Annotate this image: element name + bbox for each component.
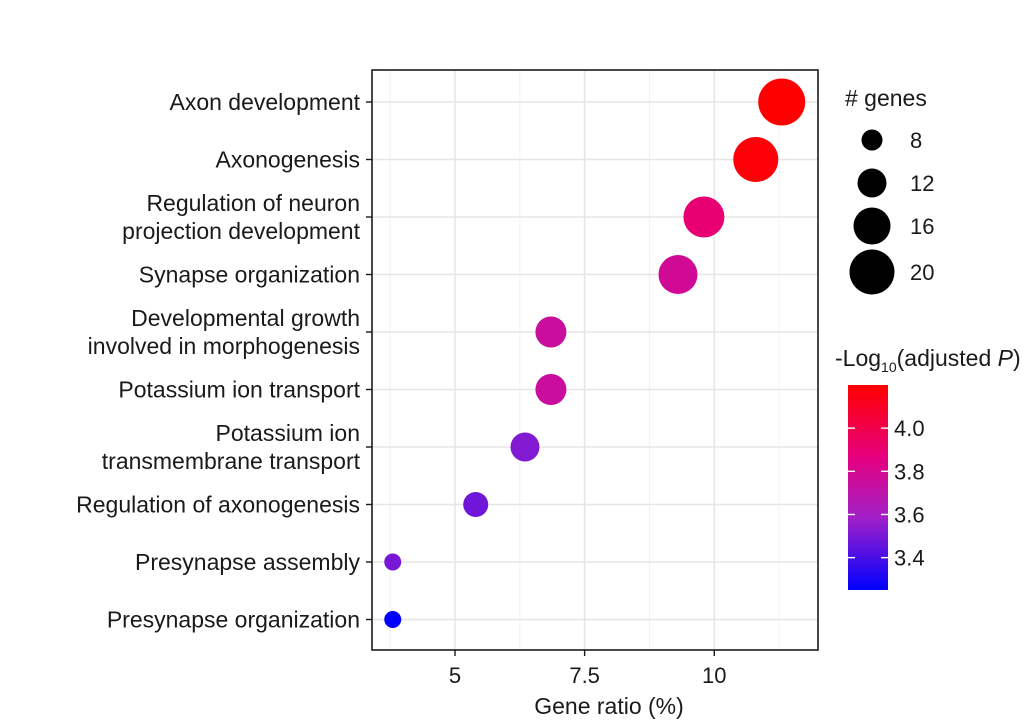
size-legend-label: 20 [910, 260, 934, 285]
category-label-line: projection development [122, 218, 360, 244]
data-point [658, 255, 698, 294]
category-label: Regulation of axonogenesis [76, 492, 360, 518]
category-label-line: Presynapse assembly [135, 549, 360, 575]
category-label-line: Regulation of axonogenesis [76, 492, 360, 518]
category-label: Axon development [169, 89, 360, 115]
data-points [384, 78, 806, 628]
x-axis: 5 7.5 10 [449, 650, 727, 688]
category-label-line: transmembrane transport [102, 448, 361, 474]
data-point [535, 316, 567, 348]
category-label-line: involved in morphogenesis [88, 333, 360, 359]
data-point [758, 78, 806, 126]
x-tick-label: 7.5 [569, 663, 600, 688]
x-tick-label: 10 [702, 663, 726, 688]
category-label: Synapse organization [139, 262, 360, 288]
category-label-line: Presynapse organization [107, 607, 360, 633]
category-label: Potassium ion transport [118, 377, 360, 403]
data-point [384, 553, 402, 571]
data-point [384, 611, 402, 628]
color-legend-label: 4.0 [894, 416, 925, 441]
category-axis: Axon development Axonogenesis Regulation o… [76, 89, 372, 633]
color-legend-label: 3.8 [894, 459, 925, 484]
size-legend-circle [853, 207, 891, 245]
size-legend-circle [849, 249, 895, 295]
category-label: Presynapse assembly [135, 549, 360, 575]
category-label-line: Synapse organization [139, 262, 360, 288]
color-legend-bar [848, 385, 888, 590]
category-label-line: Axon development [169, 89, 360, 115]
data-point [683, 196, 725, 238]
category-label: Axonogenesis [216, 147, 361, 173]
x-axis-title: Gene ratio (%) [534, 693, 684, 719]
size-legend-circle [861, 129, 883, 151]
color-legend-title-subscript: 10 [881, 359, 897, 375]
color-legend-title-suffix: ) [1013, 345, 1021, 371]
data-point [733, 137, 779, 182]
color-legend-label: 3.4 [894, 546, 925, 571]
category-label: Potassium ion transmembrane transport [102, 420, 361, 474]
category-label: Regulation of neuron projection developme… [122, 190, 360, 244]
data-point [463, 492, 489, 517]
category-label-line: Axonogenesis [216, 147, 361, 173]
category-label-line: Regulation of neuron [146, 190, 360, 216]
gridlines [372, 70, 818, 650]
category-label-line: Potassium ion [216, 420, 360, 446]
size-legend-label: 8 [910, 128, 922, 153]
size-legend: # genes 8 12 16 20 [845, 85, 934, 295]
size-legend-label: 16 [910, 214, 934, 239]
color-legend-title-middle: (adjusted [897, 345, 998, 371]
data-point [510, 432, 540, 462]
category-label-line: Potassium ion transport [118, 377, 360, 403]
category-label: Developmental growth involved in morphoge… [88, 305, 360, 359]
color-legend-label: 3.6 [894, 502, 925, 527]
x-tick-label: 5 [449, 663, 461, 688]
size-legend-label: 12 [910, 171, 934, 196]
size-legend-title: # genes [845, 85, 927, 111]
color-legend-title-italic: P [998, 345, 1014, 371]
category-label-line: Developmental growth [131, 305, 360, 331]
color-legend-title-prefix: -Log [835, 345, 881, 371]
plot-panel-border [371, 69, 819, 651]
size-legend-circle [857, 168, 887, 198]
data-point [535, 374, 567, 405]
category-label: Presynapse organization [107, 607, 360, 633]
color-legend-title: -Log10(adjusted P) [835, 345, 1021, 375]
color-legend: -Log10(adjusted P) 4.0 3.8 3.6 3.4 [835, 345, 1021, 590]
